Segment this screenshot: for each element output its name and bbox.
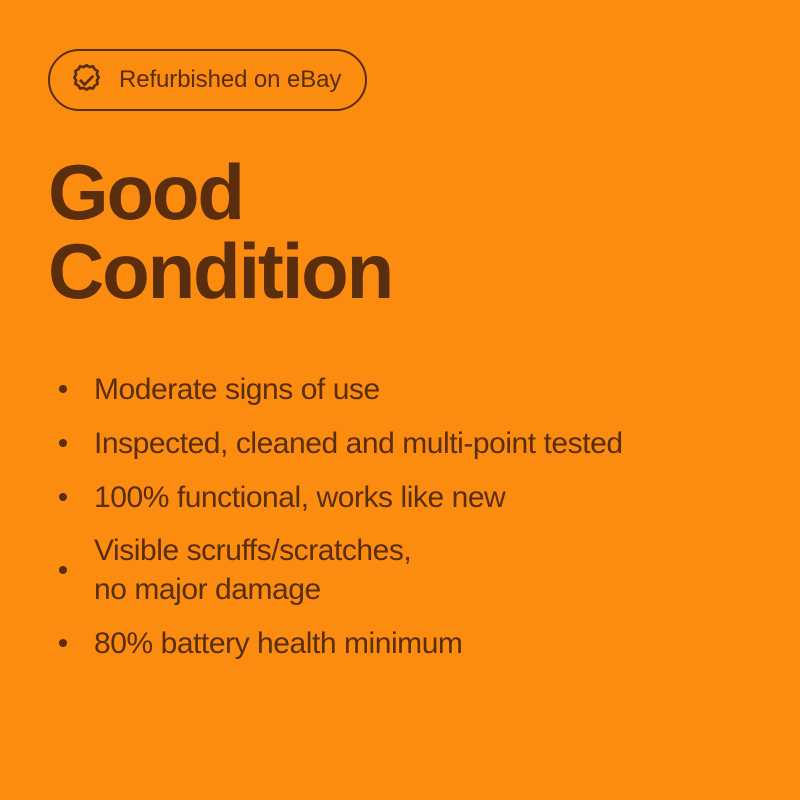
list-item: Moderate signs of use — [56, 362, 768, 416]
list-item: 80% battery health minimum — [56, 616, 768, 670]
refurbished-badge-label: Refurbished on eBay — [119, 66, 342, 93]
bullet-icon — [56, 439, 94, 447]
list-item-label: Moderate signs of use — [94, 372, 380, 406]
bullet-icon — [56, 566, 94, 574]
page-title: Good Condition — [48, 148, 394, 315]
bullet-icon — [56, 493, 94, 501]
list-item-label: Inspected, cleaned and multi-point teste… — [94, 426, 623, 460]
list-item-label: 80% battery health minimum — [94, 626, 463, 660]
page-title-line-2: Condition — [48, 227, 394, 315]
bullet-icon — [56, 639, 94, 647]
condition-feature-list: Moderate signs of use Inspected, cleaned… — [56, 362, 768, 670]
page-title-line-1: Good — [48, 148, 245, 236]
refurbished-badge: Refurbished on eBay — [48, 49, 368, 111]
list-item-label: 100% functional, works like new — [94, 480, 506, 514]
list-item-label: Visible scruffs/scratches, no major dama… — [94, 534, 412, 606]
list-item: 100% functional, works like new — [56, 470, 768, 524]
list-item: Visible scruffs/scratches, no major dama… — [56, 524, 768, 616]
verified-seal-check-icon — [69, 63, 104, 98]
list-item: Inspected, cleaned and multi-point teste… — [56, 416, 768, 470]
bullet-icon — [56, 385, 94, 393]
